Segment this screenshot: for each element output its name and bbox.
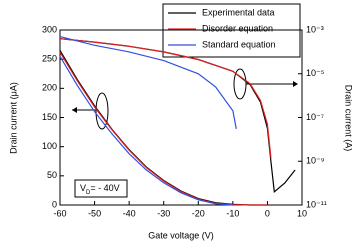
y2-tick-label: 10⁻³	[306, 24, 324, 34]
y-tick-label: 250	[42, 54, 57, 64]
annotation-text: V	[80, 183, 86, 193]
x-axis-label: Gate voltage (V)	[148, 230, 214, 240]
y-tick-label: 50	[47, 170, 57, 180]
series-line	[59, 38, 272, 158]
x-tick-label: -60	[53, 208, 66, 218]
y2-tick-label: 10⁻⁷	[306, 112, 324, 122]
series-line	[59, 38, 296, 193]
annotation-box	[74, 179, 128, 198]
y-tick-label: 200	[42, 83, 57, 93]
x-tick-label: 10	[297, 208, 307, 218]
annotation-sub: D	[86, 190, 91, 196]
legend-label: Standard equation	[202, 39, 276, 49]
legend-label: Disorder equation	[202, 23, 273, 33]
x-tick-label: -20	[192, 208, 205, 218]
y-tick-label: 100	[42, 141, 57, 151]
series-line	[59, 55, 233, 206]
x-tick-label: -50	[88, 208, 101, 218]
y-tick-label: 0	[52, 199, 57, 209]
x-tick-label: -30	[157, 208, 170, 218]
x-tick-label: -40	[123, 208, 136, 218]
x-tick-label: 0	[265, 208, 270, 218]
x-tick-label: -10	[226, 208, 239, 218]
arrowhead	[293, 81, 298, 87]
arrowhead	[72, 107, 77, 113]
y-tick-label: 150	[42, 112, 57, 122]
annotation-text: = - 40V	[90, 183, 119, 193]
y-tick-label: 300	[42, 24, 57, 34]
y2-tick-label: 10⁻¹¹	[306, 199, 327, 209]
legend-label: Experimental data	[202, 7, 275, 17]
annotation: VD= - 40V	[80, 183, 120, 195]
y2-axis-label: Drain current (A)	[344, 85, 354, 152]
left-curve-marker	[95, 92, 109, 130]
series-line	[59, 36, 237, 130]
y-axis-label: Drain current (μA)	[8, 82, 18, 154]
y2-tick-label: 10⁻⁹	[306, 156, 325, 166]
y2-tick-label: 10⁻⁵	[306, 68, 325, 78]
